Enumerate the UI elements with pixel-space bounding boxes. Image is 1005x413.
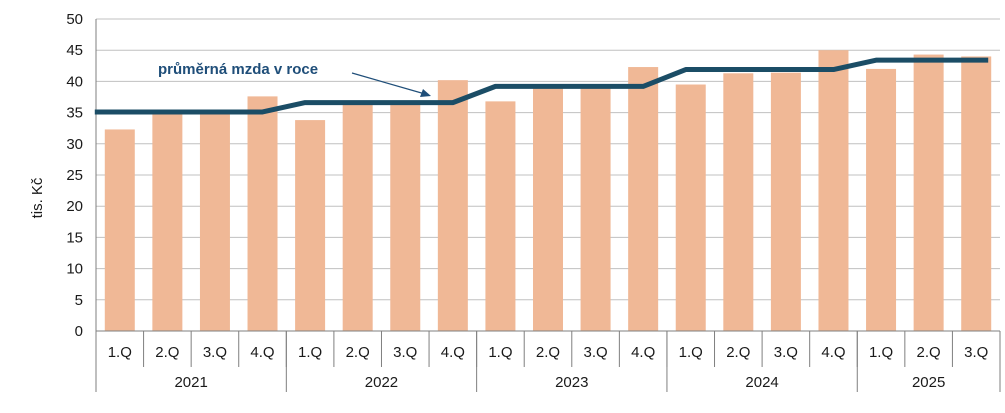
y-tick-label: 50: [66, 11, 83, 28]
bar: [580, 87, 611, 332]
bar: [723, 73, 754, 332]
bar: [152, 111, 183, 332]
y-tick-label: 10: [66, 261, 83, 278]
x-tick-label: 3.Q: [393, 344, 417, 361]
x-tick-label: 1.Q: [108, 344, 132, 361]
bar: [961, 56, 992, 331]
bar: [675, 84, 706, 332]
annual-average-line: [94, 57, 989, 115]
y-tick-label: 40: [66, 73, 83, 90]
annotation-arrowhead: [420, 89, 431, 97]
bar: [913, 54, 944, 332]
x-tick-label: 2.Q: [346, 344, 370, 361]
bar: [390, 103, 421, 332]
x-tick-label: 3.Q: [583, 344, 607, 361]
y-tick-label: 20: [66, 198, 83, 215]
bar: [485, 101, 516, 331]
x-tick-label: 4.Q: [441, 344, 465, 361]
x-axis-categories: 1.Q 2.Q 3.Q 4.Q 1.Q 2.Q 3.Q 4.Q 1.Q 2.Q 3.Q 4.Q 1.Q 2…: [108, 344, 989, 391]
x-tick-label: 3.Q: [774, 344, 798, 361]
y-tick-label: 45: [66, 42, 83, 59]
y-tick-label: 5: [75, 292, 83, 309]
line-annotation: průměrná mzda v roce: [158, 61, 318, 78]
year-label: 2022: [365, 374, 398, 391]
x-tick-label: 1.Q: [869, 344, 893, 361]
bar: [104, 129, 135, 331]
bar: [342, 104, 373, 331]
year-label: 2021: [174, 374, 207, 391]
x-tick-label: 2.Q: [155, 344, 179, 361]
x-tick-label: 3.Q: [964, 344, 988, 361]
year-label: 2024: [745, 374, 778, 391]
y-axis-ticks: 0 5 10 15 20 25 30 35 40 45 50: [66, 11, 83, 340]
bar: [866, 68, 897, 332]
year-label: 2023: [555, 374, 588, 391]
y-tick-label: 0: [75, 323, 83, 340]
x-tick-label: 4.Q: [821, 344, 845, 361]
x-tick-label: 2.Q: [917, 344, 941, 361]
x-tick-label: 2.Q: [536, 344, 560, 361]
y-tick-label: 30: [66, 136, 83, 153]
x-tick-label: 3.Q: [203, 344, 227, 361]
x-tick-label: 4.Q: [631, 344, 655, 361]
x-tick-label: 4.Q: [250, 344, 274, 361]
y-tick-label: 15: [66, 229, 83, 246]
bar: [437, 80, 468, 331]
bars: [104, 50, 992, 332]
x-tick-label: 1.Q: [298, 344, 322, 361]
axes: [95, 19, 1001, 392]
y-axis-label: tis. Kč: [29, 177, 46, 218]
x-tick-label: 1.Q: [488, 344, 512, 361]
bar: [818, 50, 849, 331]
bar: [628, 67, 659, 331]
y-tick-label: 25: [66, 167, 83, 184]
year-label: 2025: [912, 374, 945, 391]
x-tick-label: 1.Q: [679, 344, 703, 361]
bar: [295, 120, 326, 331]
x-tick-label: 2.Q: [726, 344, 750, 361]
bar: [770, 72, 801, 331]
bar: [247, 96, 278, 331]
y-tick-label: 35: [66, 105, 83, 122]
bar: [199, 111, 230, 331]
annotation-arrow: [351, 72, 426, 95]
bar: [533, 86, 563, 331]
